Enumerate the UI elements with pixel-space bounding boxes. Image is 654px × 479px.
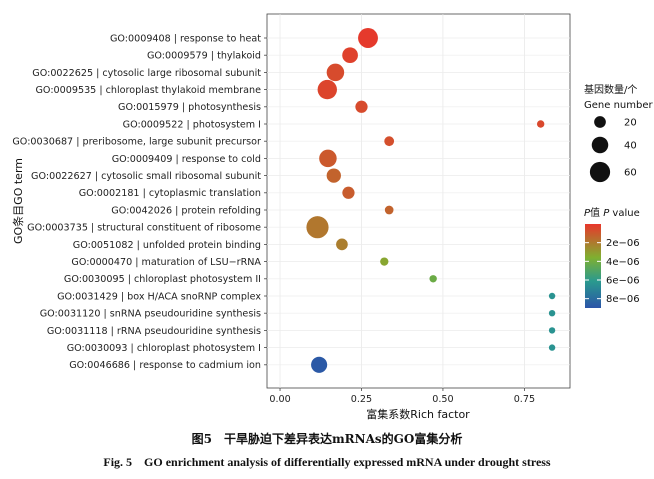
go-term-bubble <box>326 63 345 82</box>
go-term-label: GO:0022625 | cytosolic large ribosomal s… <box>32 68 261 79</box>
go-term-label: GO:0030095 | chloroplast photosystem II <box>64 274 261 285</box>
go-term-label: GO:0031118 | rRNA pseudouridine synthesi… <box>47 326 261 337</box>
go-term-bubble <box>306 216 329 239</box>
go-term-label: GO:0009522 | photosystem I <box>123 119 261 130</box>
color-bar <box>585 224 601 308</box>
plot-panel <box>266 13 571 389</box>
size-legend-bubble <box>589 161 611 183</box>
go-term-bubble <box>342 186 355 199</box>
go-term-label: GO:0015979 | photosynthesis <box>118 102 261 113</box>
color-legend-label: 6e−06 <box>606 276 640 287</box>
y-tick-labels: GO:0009408 | response to heat GO:0009579 … <box>12 33 267 371</box>
go-term-bubble <box>384 136 395 147</box>
go-term-label: GO:0031120 | snRNA pseudouridine synthes… <box>40 309 261 320</box>
go-term-label: GO:0030093 | chloroplast photosystem I <box>67 343 261 354</box>
go-term-bubble <box>548 292 556 300</box>
go-term-label: GO:0051082 | unfolded protein binding <box>73 240 261 251</box>
color-legend-label: 4e−06 <box>606 257 640 268</box>
figure-caption-cn: 图5 干旱胁迫下差异表达mRNAs的GO富集分析 <box>191 432 463 446</box>
go-enrichment-bubble-chart: GO:0009408 | response to heat GO:0009579 … <box>11 13 653 421</box>
size-legend-label: 60 <box>624 168 637 179</box>
go-term-bubble <box>326 168 341 183</box>
size-legend-label: 20 <box>624 118 637 129</box>
go-term-label: GO:0046686 | response to cadmium ion <box>69 360 261 371</box>
size-legend-title-en: Gene number <box>584 100 653 111</box>
go-term-label: GO:0002181 | cytoplasmic translation <box>79 188 261 199</box>
x-axis-title: 富集系数Rich factor <box>366 407 470 421</box>
color-legend: P值 P value 2e−06 4e−06 6e−06 8e−06 <box>584 206 640 308</box>
go-term-bubble <box>384 205 394 215</box>
color-legend-title: P值 P value <box>584 206 640 219</box>
go-term-label: GO:0003735 | structural constituent of r… <box>27 223 261 234</box>
go-term-bubble <box>429 275 437 283</box>
go-term-bubble <box>336 238 348 251</box>
go-term-label: GO:0009535 | chloroplast thylakoid membr… <box>36 85 262 96</box>
go-term-label: GO:0042026 | protein refolding <box>111 205 261 216</box>
color-legend-title-cn: 值 <box>590 206 603 219</box>
color-legend-label: 8e−06 <box>606 294 640 305</box>
size-legend-bubble <box>591 136 609 154</box>
go-term-label: GO:0009409 | response to cold <box>112 154 261 165</box>
color-legend-title-p: P <box>584 208 591 219</box>
color-legend-title-mid: P <box>603 208 610 219</box>
x-tick-label: 0.25 <box>351 394 372 405</box>
go-term-label: GO:0009408 | response to heat <box>110 33 261 44</box>
bubble-series <box>306 28 556 373</box>
go-term-label: GO:0022627 | cytosolic small ribosomal s… <box>31 171 261 182</box>
size-legend-bubble <box>594 116 606 128</box>
x-tick-label: 0.50 <box>432 394 453 405</box>
color-legend-label: 2e−06 <box>606 238 640 249</box>
y-axis-title: GO条目GO term <box>11 158 25 244</box>
size-legend-title-cn: 基因数量/个 <box>584 83 637 96</box>
go-term-label: GO:0030687 | preribosome, large subunit … <box>12 137 261 148</box>
color-legend-title-suffix: value <box>609 208 640 219</box>
go-term-bubble <box>548 344 556 351</box>
size-legend: 基因数量/个 Gene number 20 40 60 <box>584 83 653 183</box>
go-term-bubble <box>536 120 545 128</box>
x-tick-label: 0.00 <box>269 394 290 405</box>
go-term-bubble <box>355 100 368 113</box>
go-term-label: GO:0009579 | thylakoid <box>147 51 261 62</box>
go-term-label: GO:0031429 | box H/ACA snoRNP complex <box>57 291 261 302</box>
go-term-bubble <box>358 28 378 48</box>
figure-caption-en: Fig. 5 GO enrichment analysis of differe… <box>103 455 551 469</box>
go-term-bubble <box>548 327 556 334</box>
size-legend-label: 40 <box>624 141 637 152</box>
go-term-bubble <box>548 310 556 317</box>
go-term-bubble <box>319 149 337 168</box>
go-term-bubble <box>311 356 328 373</box>
go-term-bubble <box>317 79 337 100</box>
x-axis: 0.00 0.25 0.50 0.75 <box>269 388 535 405</box>
go-term-label: GO:0000470 | maturation of LSU−rRNA <box>71 257 261 268</box>
go-term-bubble <box>380 257 389 266</box>
gridlines <box>267 14 570 388</box>
go-term-bubble <box>342 47 358 64</box>
x-tick-label: 0.75 <box>514 394 535 405</box>
